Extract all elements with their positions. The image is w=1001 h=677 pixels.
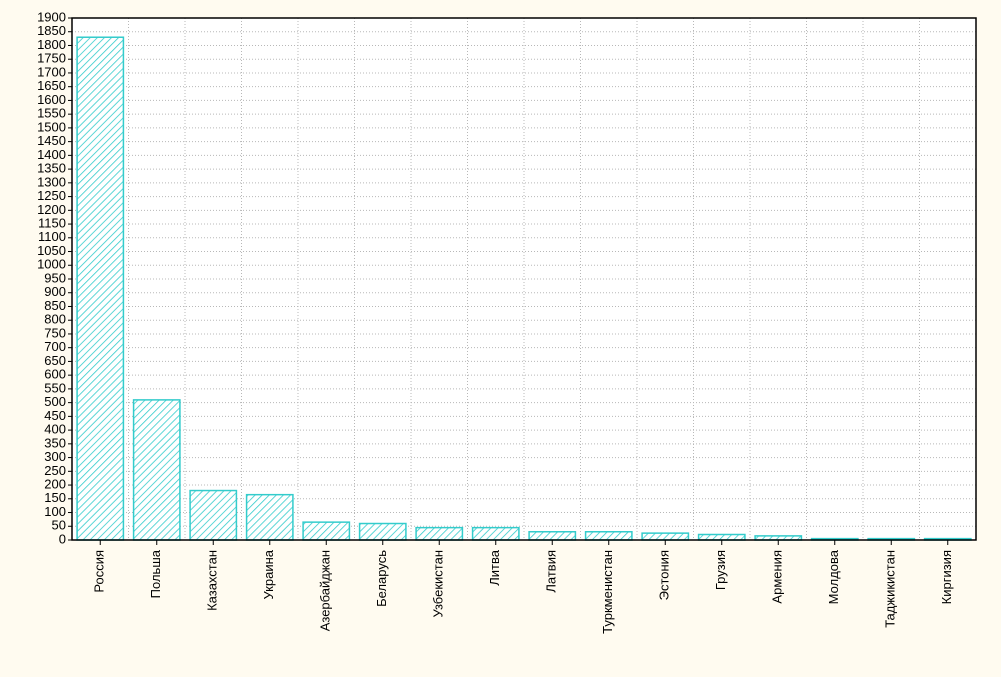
x-tick-label: Молдова [826,549,841,604]
y-tick-label: 1850 [37,23,66,38]
bar [471,526,520,541]
bar [302,521,351,541]
x-tick-label: Латвия [544,550,559,593]
y-tick-label: 1150 [38,215,66,230]
y-tick-label: 1450 [37,133,66,148]
y-tick-label: 1050 [37,243,66,258]
y-tick-label: 650 [44,353,66,368]
y-tick-label: 1350 [37,161,66,176]
x-tick-label: Казахстан [205,550,220,611]
y-tick-label: 1700 [37,64,66,79]
y-tick-label: 1400 [37,147,66,162]
y-tick-label: 1600 [37,92,66,107]
y-tick-label: 100 [44,504,66,519]
y-tick-label: 50 [52,518,66,533]
y-tick-label: 800 [44,312,66,327]
y-tick-label: 1100 [38,229,66,244]
y-tick-label: 900 [44,284,66,299]
x-tick-label: Россия [92,550,107,593]
y-tick-label: 1550 [37,106,66,121]
x-tick-label: Азербайджан [318,550,333,631]
x-tick-label: Таджикистан [883,550,898,628]
x-tick-label: Литва [487,549,502,586]
y-tick-label: 700 [44,339,66,354]
y-tick-label: 1200 [37,202,66,217]
y-tick-label: 1000 [37,257,66,272]
y-tick-label: 1300 [37,174,66,189]
x-tick-label: Польша [148,549,163,598]
x-tick-label: Узбекистан [431,550,446,618]
y-tick-label: 350 [44,435,66,450]
bar [189,489,238,541]
x-tick-label: Украина [261,549,276,599]
y-tick-label: 0 [59,531,66,546]
bar [584,531,633,541]
y-tick-label: 400 [44,422,66,437]
y-tick-label: 450 [44,408,66,423]
bar [245,493,294,541]
x-tick-label: Армения [770,550,785,604]
y-tick-label: 300 [44,449,66,464]
y-tick-label: 1800 [37,37,66,52]
bar [641,532,690,541]
bar [528,531,577,541]
y-tick-label: 600 [44,367,66,382]
y-tick-label: 1250 [37,188,66,203]
y-tick-label: 1500 [37,119,66,134]
x-tick-label: Эстония [657,550,672,600]
bar [697,533,746,541]
y-tick-label: 150 [44,490,66,505]
y-tick-label: 750 [44,325,66,340]
y-tick-label: 1750 [37,51,66,66]
x-tick-label: Туркменистан [600,550,615,634]
bar [358,522,407,541]
x-tick-label: Беларусь [374,550,389,607]
y-tick-label: 200 [44,476,66,491]
y-tick-label: 850 [44,298,66,313]
y-tick-label: 1900 [37,9,66,24]
y-tick-label: 250 [44,463,66,478]
marks [76,36,972,541]
bar [132,399,181,541]
bar [76,36,125,541]
bar [415,526,464,541]
x-tick-label: Киргизия [939,550,954,604]
y-tick-label: 950 [44,270,66,285]
y-tick-label: 550 [44,380,66,395]
y-tick-label: 500 [44,394,66,409]
x-tick-label: Грузия [713,550,728,590]
y-tick-label: 1650 [37,78,66,93]
